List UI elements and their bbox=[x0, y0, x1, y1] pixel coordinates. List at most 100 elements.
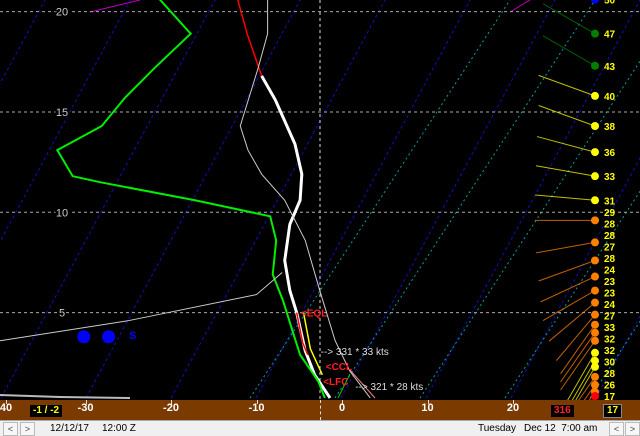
wind-speed-label: 38 bbox=[604, 122, 616, 133]
x-tick-label: -30 bbox=[77, 402, 94, 414]
wind-speed-label: 23 bbox=[604, 277, 616, 288]
wind-annotation: --> 331 * 33 kts bbox=[321, 347, 389, 358]
isotherm-line bbox=[255, 0, 471, 399]
level-label: <CCL bbox=[326, 362, 352, 373]
surface-gray-line bbox=[0, 394, 131, 399]
wind-dot bbox=[591, 380, 599, 389]
wind-barb-line bbox=[542, 290, 596, 322]
local-time-label: Dec 12 7:00 am bbox=[524, 423, 598, 434]
day-label: Tuesday bbox=[478, 423, 516, 434]
wind-dot bbox=[591, 392, 599, 400]
wind-speed-label: 26 bbox=[604, 381, 616, 392]
wind-speed-label: 36 bbox=[604, 148, 616, 159]
direction-box: 316 bbox=[551, 405, 574, 417]
wind-barb-line bbox=[548, 302, 596, 342]
wind-barb-line bbox=[583, 384, 596, 400]
wind-barb-line bbox=[560, 340, 596, 391]
wind-speed-label: 33 bbox=[604, 172, 616, 183]
wind-speed-label: 32 bbox=[604, 346, 616, 357]
wind-barb-line bbox=[571, 360, 596, 400]
wind-speed-label: 28 bbox=[604, 254, 616, 265]
marker-dot bbox=[102, 330, 116, 344]
wind-barb-line bbox=[542, 3, 596, 35]
freezing-line-tick bbox=[320, 400, 321, 420]
x-tick-mark bbox=[513, 400, 514, 404]
time-label: 12:00 Z bbox=[102, 423, 136, 434]
y-tick-label: 5 bbox=[59, 308, 65, 320]
status-bar: < > 12/12/17 12:00 Z Tuesday Dec 12 7:00… bbox=[0, 420, 640, 436]
wind-speed-label: 32 bbox=[604, 335, 616, 346]
x-tick-label: 40 bbox=[0, 402, 13, 414]
wind-dot bbox=[591, 320, 599, 329]
next-button-2[interactable]: > bbox=[625, 422, 640, 436]
wind-dot bbox=[591, 328, 599, 337]
wind-dot bbox=[591, 362, 599, 371]
wind-barb-line bbox=[567, 352, 596, 400]
x-tick-mark bbox=[85, 400, 87, 404]
wind-barb-line bbox=[535, 165, 596, 177]
dewpoint-line bbox=[55, 0, 326, 399]
wind-speed-label: 27 bbox=[604, 243, 616, 254]
wind-barb-line bbox=[538, 105, 596, 127]
x-tick-label: -10 bbox=[248, 402, 265, 414]
wind-barb-line bbox=[536, 136, 596, 153]
wind-barb-line bbox=[535, 194, 596, 201]
wind-dot bbox=[591, 372, 599, 381]
isotherm-line bbox=[595, 315, 640, 399]
prev-button-2[interactable]: < bbox=[609, 422, 624, 436]
y-tick-label: 10 bbox=[56, 207, 68, 219]
wind-speed-label: 24 bbox=[604, 300, 616, 311]
wind-dot bbox=[591, 310, 599, 319]
wind-dot bbox=[591, 29, 599, 38]
x-tick-label: 10 bbox=[421, 402, 434, 414]
wind-dot bbox=[591, 272, 599, 281]
temperature-line bbox=[260, 75, 332, 399]
wind-speed-label: 50 bbox=[604, 0, 616, 7]
wind-barb-line bbox=[560, 332, 596, 383]
wind-barb-line bbox=[538, 259, 596, 282]
wind-speed-label: 31 bbox=[604, 196, 616, 207]
wind-dot bbox=[591, 216, 599, 225]
wind-dot bbox=[591, 298, 599, 307]
date-label: 12/12/17 bbox=[50, 423, 89, 434]
level-label: <EQL bbox=[301, 309, 327, 320]
isotherm-line bbox=[0, 0, 46, 85]
y-tick-label: 20 bbox=[56, 7, 68, 19]
wind-speed-label: 33 bbox=[604, 323, 616, 334]
wind-profile: 5047434038363331292828272824232324273332… bbox=[535, 0, 616, 400]
adiabat-line bbox=[334, 0, 596, 399]
level-label: <LFC bbox=[323, 377, 348, 388]
wind-barb-line bbox=[560, 324, 596, 375]
wind-dot bbox=[591, 172, 599, 181]
wind-speed-label: 28 bbox=[604, 231, 616, 242]
next-button[interactable]: > bbox=[20, 422, 35, 436]
wind-speed-label: 43 bbox=[604, 62, 616, 73]
x-tick-mark bbox=[427, 400, 429, 404]
lifted-index-box: -1 / -2 bbox=[30, 405, 63, 417]
wind-dot bbox=[591, 238, 599, 247]
wind-dot bbox=[591, 256, 599, 265]
magenta-line bbox=[509, 0, 531, 13]
temperature-axis: -1 / -2 316 17 40 -30 -20 -10 0 10 20 bbox=[0, 400, 640, 420]
annotations: S <EQL <CCL <LFC --> 331 * 33 kts --> 321 * 2… bbox=[77, 309, 423, 393]
wind-speed-label: 28 bbox=[604, 369, 616, 380]
prev-button[interactable]: < bbox=[3, 422, 18, 436]
adiabat-line bbox=[504, 190, 640, 399]
wind-speed-label: 47 bbox=[604, 30, 616, 41]
x-tick-mark bbox=[256, 400, 258, 404]
wind-speed-label: 23 bbox=[604, 289, 616, 300]
parcel-red-line bbox=[295, 312, 309, 356]
wind-speed-label: 29 bbox=[604, 208, 616, 219]
x-tick-mark bbox=[342, 400, 343, 404]
wind-speed-label: 28 bbox=[604, 220, 616, 231]
wind-dot bbox=[591, 148, 599, 157]
pink-short-line bbox=[349, 369, 376, 399]
wind-dot bbox=[591, 196, 599, 205]
surface-wind-box: 17 bbox=[603, 404, 623, 418]
background-lines bbox=[0, 0, 640, 400]
wind-barb-line bbox=[542, 35, 596, 67]
x-tick-label: -20 bbox=[163, 402, 179, 414]
wind-barb-line bbox=[575, 366, 596, 400]
marker-dot bbox=[77, 330, 91, 344]
